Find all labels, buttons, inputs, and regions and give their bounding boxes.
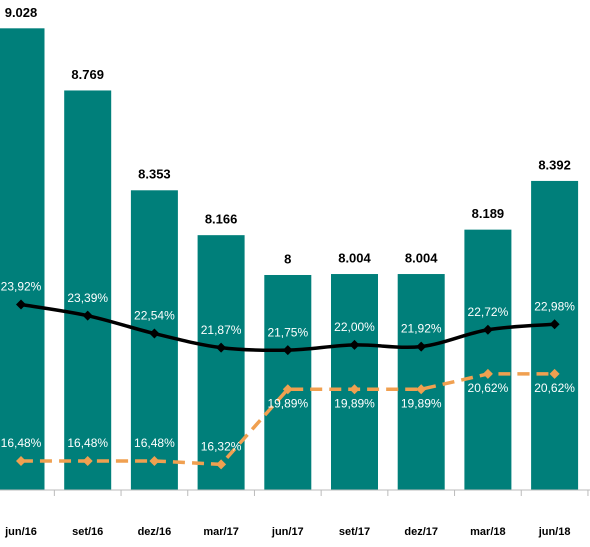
bar <box>0 28 45 491</box>
value-label: 21,75% <box>267 325 308 339</box>
x-tick-label: jun/17 <box>271 526 304 538</box>
x-tick-label: set/17 <box>339 526 370 538</box>
value-label: 16,48% <box>1 436 42 450</box>
line-marker <box>482 368 493 379</box>
bar-label: 8.769 <box>71 67 104 82</box>
line-marker <box>482 324 493 335</box>
x-tick-label: jun/16 <box>4 526 37 538</box>
value-label: 23,39% <box>67 291 108 305</box>
line-marker <box>416 384 427 395</box>
value-label: 16,48% <box>67 436 108 450</box>
bar-label: 8 <box>284 251 291 266</box>
line-marker <box>349 339 360 350</box>
line-marker <box>16 455 26 466</box>
bar <box>397 274 445 490</box>
value-label: 19,89% <box>401 396 442 410</box>
bar <box>197 235 245 490</box>
value-label: 21,92% <box>401 322 442 336</box>
line-marker <box>149 455 160 466</box>
line-marker <box>416 341 427 352</box>
bar <box>130 190 178 490</box>
x-tick-label: dez/16 <box>138 526 172 538</box>
value-label: 22,54% <box>134 309 175 323</box>
line-marker <box>549 368 560 379</box>
line-marker <box>216 342 227 353</box>
line-marker <box>149 328 160 339</box>
bar-label: 8.353 <box>138 167 171 182</box>
bar-label: 8.189 <box>472 206 505 221</box>
bar <box>464 229 512 490</box>
line-marker <box>16 299 26 310</box>
line-marker <box>549 319 560 330</box>
line-marker <box>282 345 293 356</box>
x-tick-label: mar/18 <box>470 526 505 538</box>
line-marker <box>216 459 227 470</box>
bar-label: 8.004 <box>405 250 438 265</box>
bar-label: 8.004 <box>338 250 371 265</box>
line-marker <box>282 384 293 395</box>
value-label: 23,92% <box>1 280 42 294</box>
value-label: 16,32% <box>201 440 242 454</box>
bar-label: 8.166 <box>205 212 238 227</box>
value-label: 21,87% <box>201 323 242 337</box>
value-label: 19,89% <box>334 396 375 410</box>
x-tick-label: set/16 <box>72 526 103 538</box>
value-label: 20,62% <box>468 381 509 395</box>
value-label: 19,89% <box>267 396 308 410</box>
x-tick-label: mar/17 <box>203 526 238 538</box>
bar <box>64 90 112 490</box>
value-label: 16,48% <box>134 436 175 450</box>
line-marker <box>82 310 93 321</box>
bar-label: 8.392 <box>538 157 571 172</box>
bar <box>531 180 579 490</box>
line-marker <box>82 455 93 466</box>
bar <box>264 274 312 490</box>
value-label: 22,98% <box>534 299 575 313</box>
value-label: 22,72% <box>468 305 509 319</box>
value-label: 22,00% <box>334 320 375 334</box>
line-marker <box>349 384 360 395</box>
bar <box>331 274 378 490</box>
value-label: 20,62% <box>534 381 575 395</box>
x-tick-label: jun/18 <box>538 526 571 538</box>
bar-label: 9.028 <box>5 5 38 20</box>
x-tick-label: dez/17 <box>404 526 438 538</box>
line <box>21 372 555 467</box>
